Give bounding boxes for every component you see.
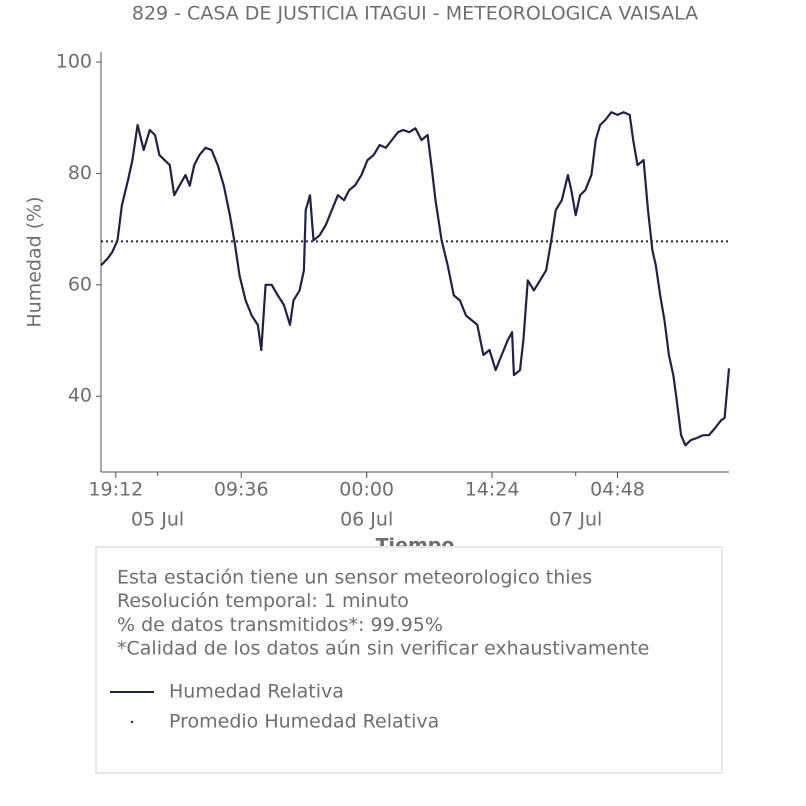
y-tick-label: 80 <box>68 162 92 184</box>
x-tick-label: 19:12 <box>88 479 143 501</box>
y-axis-label: Humedad (%) <box>24 196 46 327</box>
note: % de datos transmitidos*: 99.95% <box>117 614 443 636</box>
x-minor-tick-label: 06 Jul <box>340 509 393 531</box>
plot-area <box>100 111 731 447</box>
note: Esta estación tiene un sensor meteorolog… <box>117 567 592 589</box>
x-tick-label: 14:24 <box>465 479 520 501</box>
x-minor-tick-label: 05 Jul <box>131 509 184 531</box>
y-tick-label: 40 <box>68 385 92 407</box>
legend-label: Humedad Relativa <box>169 681 344 703</box>
x-tick-label: 04:48 <box>590 479 645 501</box>
legend-dot-sample <box>130 720 134 724</box>
note: Resolución temporal: 1 minuto <box>117 590 409 612</box>
x-tick-label: 00:00 <box>339 479 394 501</box>
x-minor-tick-label: 07 Jul <box>549 509 602 531</box>
legend-label: Promedio Humedad Relativa <box>169 711 439 733</box>
x-tick-label: 09:36 <box>214 479 269 501</box>
legend-box <box>95 546 723 774</box>
note: *Calidad de los datos aún sin verificar … <box>117 638 649 660</box>
y-tick-label: 60 <box>68 273 92 295</box>
chart-title: 829 - CASA DE JUSTICIA ITAGUI - METEOROL… <box>132 3 698 25</box>
data-line <box>100 111 731 447</box>
y-tick-label: 100 <box>56 51 92 73</box>
